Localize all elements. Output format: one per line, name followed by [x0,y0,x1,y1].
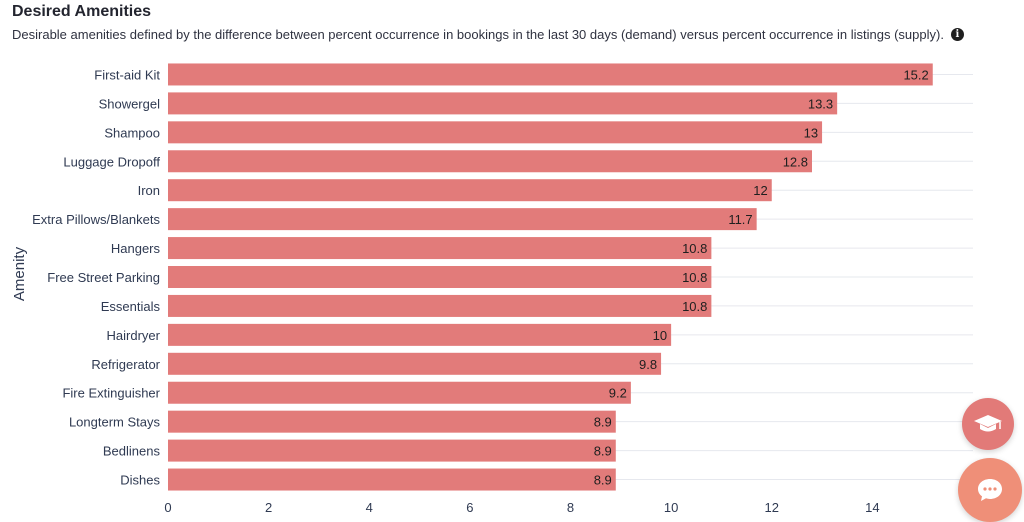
tick-layer: 024681012141 [164,500,976,515]
data-label: 10.8 [682,270,707,285]
y-axis-label: Amenity [11,246,28,301]
data-label: 10 [653,328,667,343]
bar[interactable] [168,150,812,173]
data-label: 9.2 [609,386,627,401]
data-label: 12 [753,183,767,198]
bar[interactable] [168,352,662,375]
x-tick-label: 8 [567,500,574,515]
category-label: Longterm Stays [69,415,161,430]
data-label: 8.9 [594,473,612,488]
bar[interactable] [168,266,712,288]
bar[interactable] [168,179,772,202]
category-label: Essentials [101,299,161,314]
chart-subtitle: Desirable amenities defined by the diffe… [12,27,964,42]
category-label: Bedlinens [103,444,161,459]
bar[interactable] [168,121,823,144]
bar[interactable] [168,323,672,346]
info-icon[interactable]: i [950,28,964,41]
category-label: Hangers [111,241,161,256]
category-label: Showergel [99,96,161,111]
bar[interactable] [168,294,712,317]
bar[interactable] [168,237,712,260]
category-label: First-aid Kit [94,67,160,82]
data-label: 10.8 [682,299,707,314]
category-label: Hairdryer [107,328,161,343]
graduation-cap-icon [974,415,1002,432]
category-label: Shampoo [104,125,160,140]
data-label: 8.9 [594,444,612,459]
x-tick-label: 0 [164,500,171,515]
category-label: Luggage Dropoff [63,154,160,169]
chart-subtitle-text: Desirable amenities defined by the diffe… [12,27,944,42]
bar[interactable] [168,381,631,404]
bar[interactable] [168,468,616,491]
x-tick-label: 10 [664,500,678,515]
bar[interactable] [168,410,616,433]
data-label: 13 [804,125,818,140]
data-label: 11.7 [728,212,752,227]
x-tick-label: 4 [366,500,373,515]
category-label: Iron [138,183,160,198]
category-label: Free Street Parking [47,270,160,285]
data-label: 15.2 [903,67,928,82]
x-tick-label: 14 [865,500,879,515]
category-label: Refrigerator [91,357,160,372]
bar[interactable] [168,92,838,115]
data-label: 10.8 [682,241,707,256]
category-label: Extra Pillows/Blankets [32,212,160,227]
category-label: Dishes [120,473,160,488]
label-layer: First-aid Kit 15.2 Showergel 13.3 Shampoo 13 L… [32,67,929,487]
learn-button[interactable] [962,398,1014,450]
category-label: Fire Extinguisher [62,386,160,401]
bar[interactable] [168,439,616,462]
x-tick-label: 6 [466,500,473,515]
chat-button[interactable] [958,458,1022,522]
data-label: 12.8 [783,154,808,169]
bar-chart: First-aid Kit 15.2 Showergel 13.3 Shampoo 13 L… [11,63,977,515]
chat-bubble-icon [978,479,1002,501]
data-label: 9.8 [639,357,657,372]
bar[interactable] [168,63,933,86]
bar[interactable] [168,208,757,231]
x-tick-label: 12 [765,500,779,515]
bar-layer [168,63,933,491]
x-tick-label: 2 [265,500,272,515]
data-label: 13.3 [808,96,833,111]
data-label: 8.9 [594,415,612,430]
chart-title: Desired Amenities [12,3,152,20]
